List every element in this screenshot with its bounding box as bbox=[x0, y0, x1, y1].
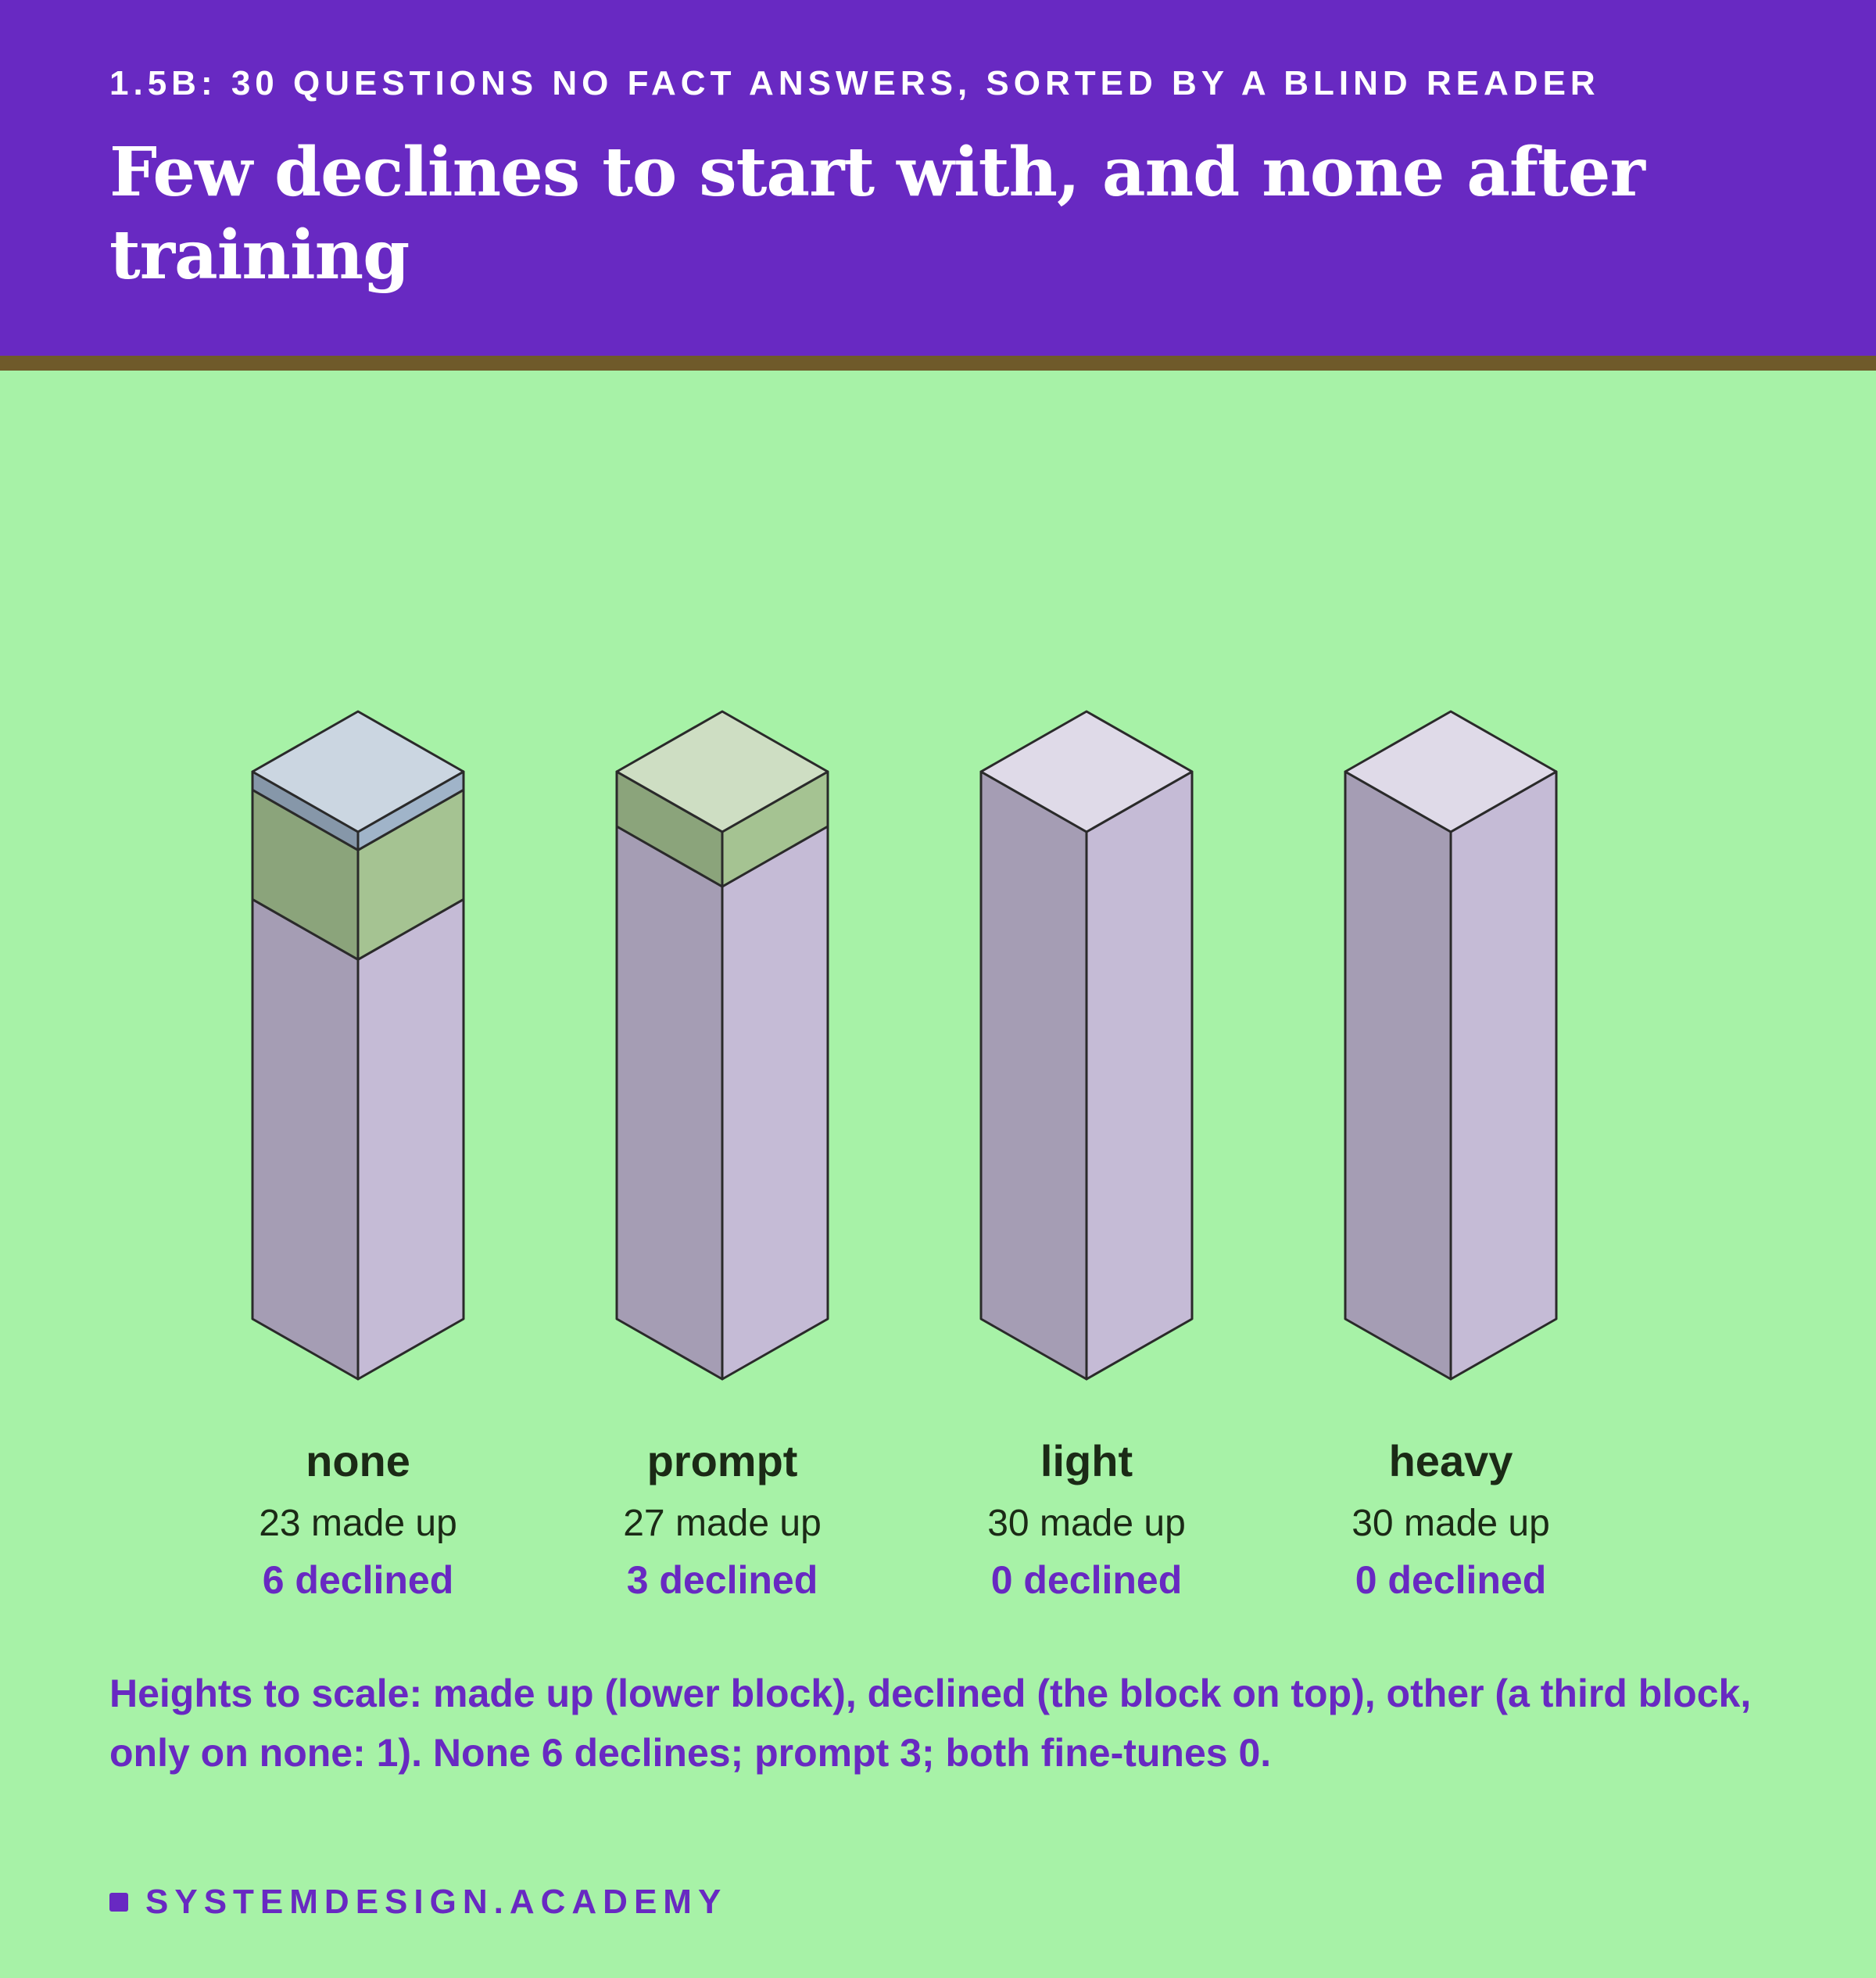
bar-light bbox=[979, 710, 1194, 1381]
declined-label-heavy: 0 declined bbox=[1355, 1558, 1547, 1602]
declined-label-light: 0 declined bbox=[991, 1558, 1183, 1602]
bar-heavy bbox=[1344, 710, 1558, 1381]
header-rule bbox=[0, 356, 1876, 371]
made-up-label-heavy: 30 made up bbox=[1352, 1503, 1550, 1544]
bar-label-none: none bbox=[306, 1436, 410, 1485]
page-title: Few declines to start with, and none aft… bbox=[109, 133, 1645, 295]
bar-heavy-made-up-right-face bbox=[1449, 770, 1558, 1381]
bar-heavy-top-face bbox=[1344, 710, 1558, 833]
made-up-label-none: 23 made up bbox=[259, 1503, 457, 1544]
bar-none-top-face bbox=[251, 710, 465, 833]
declined-label-prompt: 3 declined bbox=[627, 1558, 818, 1602]
bar-light-made-up-left-face bbox=[979, 770, 1088, 1381]
brand-text: SYSTEMDESIGN.ACADEMY bbox=[145, 1883, 728, 1921]
chart-caption: Heights to scale: made up (lower block),… bbox=[109, 1672, 1752, 1775]
bar-none-made-up-right-face bbox=[356, 898, 465, 1381]
bar-none bbox=[251, 710, 465, 1381]
footer-brand: SYSTEMDESIGN.ACADEMY bbox=[109, 1883, 727, 1922]
bar-none-made-up-left-face bbox=[251, 898, 360, 1381]
brand-square-icon bbox=[109, 1893, 128, 1912]
bar-heavy-made-up-left-face bbox=[1344, 770, 1452, 1381]
bar-label-prompt: prompt bbox=[647, 1436, 798, 1485]
declined-label-none: 6 declined bbox=[263, 1558, 454, 1602]
bar-label-light: light bbox=[1040, 1436, 1133, 1485]
made-up-label-light: 30 made up bbox=[987, 1503, 1186, 1544]
bar-light-top-face bbox=[979, 710, 1194, 833]
bar-prompt-top-face bbox=[615, 710, 829, 833]
made-up-label-prompt: 27 made up bbox=[623, 1503, 822, 1544]
bar-prompt-made-up-left-face bbox=[615, 825, 724, 1381]
bar-prompt-made-up-right-face bbox=[721, 825, 829, 1381]
kicker: 1.5B: 30 QUESTIONS NO FACT ANSWERS, SORT… bbox=[109, 64, 1600, 102]
bar-prompt bbox=[615, 710, 829, 1381]
bar-label-heavy: heavy bbox=[1389, 1436, 1513, 1485]
bar-light-made-up-right-face bbox=[1085, 770, 1194, 1381]
stacked-block-chart: none 23 made up 6 declined prompt 27 made up… bbox=[251, 710, 1558, 1602]
header-band: 1.5B: 30 QUESTIONS NO FACT ANSWERS, SORT… bbox=[0, 0, 1876, 356]
